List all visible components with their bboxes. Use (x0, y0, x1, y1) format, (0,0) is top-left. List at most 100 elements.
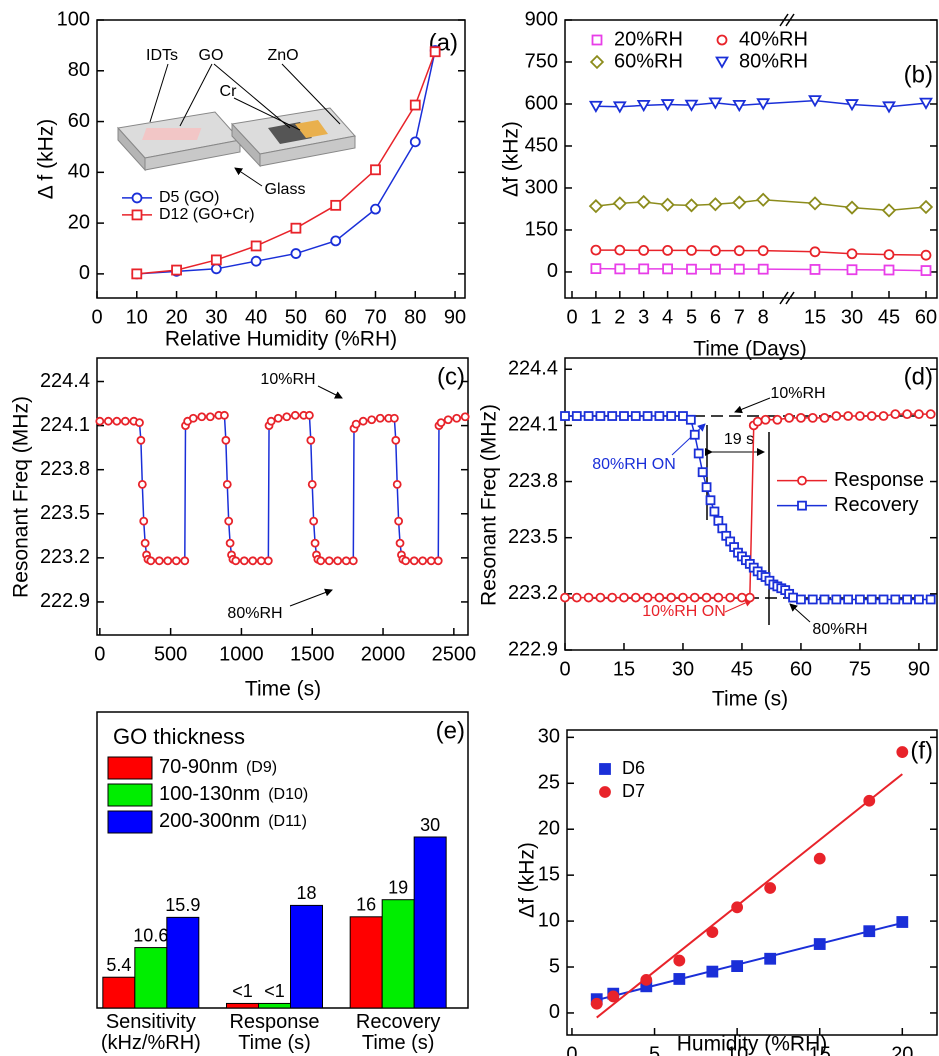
marker (903, 410, 911, 418)
marker (435, 557, 442, 564)
x-tick-label: 60 (915, 306, 937, 328)
x-tick-label: 1 (590, 306, 601, 328)
legend-name: 200-300nm (159, 810, 260, 832)
marker (738, 594, 746, 602)
marker (392, 437, 399, 444)
figure: (a) Δ f (kHz) Relative Humidity (%RH) ID… (0, 0, 939, 1056)
y-tick-label: 40 (68, 161, 90, 183)
legend-label: 40%RH (739, 28, 808, 50)
y-tick-label: 5 (549, 955, 560, 977)
marker (797, 414, 805, 422)
marker (789, 594, 797, 602)
legend-swatch (108, 811, 152, 833)
value-label: <1 (264, 981, 285, 1001)
marker (307, 437, 314, 444)
marker (703, 483, 711, 491)
x-tick-label: 15 (804, 306, 826, 328)
marker (133, 193, 142, 202)
marker (292, 412, 299, 419)
marker (632, 412, 640, 420)
marker (667, 594, 675, 602)
marker (212, 255, 221, 264)
marker (142, 540, 149, 547)
x-axis-title: Relative Humidity (%RH) (165, 328, 397, 351)
marker (732, 961, 742, 971)
x-tick-label: 0 (559, 658, 570, 680)
marker (691, 431, 699, 439)
marker (573, 594, 581, 602)
marker (608, 594, 616, 602)
marker (706, 496, 714, 504)
marker (136, 419, 143, 426)
y-tick-label: 300 (525, 176, 558, 198)
marker (620, 594, 628, 602)
marker (428, 557, 435, 564)
marker (172, 266, 181, 275)
value-label: 5.4 (106, 955, 131, 975)
x-tick-label: 60 (325, 306, 347, 328)
marker (331, 236, 340, 245)
x-tick-label: 2500 (432, 643, 477, 665)
marker (395, 518, 402, 525)
marker (655, 594, 663, 602)
marker (703, 594, 711, 602)
marker (561, 594, 569, 602)
marker (312, 540, 319, 547)
marker (411, 137, 420, 146)
marker (679, 412, 687, 420)
marker (252, 241, 261, 250)
marker (133, 210, 142, 219)
y-tick-label: 223.8 (508, 470, 558, 492)
legend-label: D12 (GO+Cr) (159, 206, 255, 223)
marker (848, 265, 857, 274)
x-tick-label: Sensitivity (kHz/%RH) (96, 1012, 206, 1054)
legend-device: (D11) (268, 813, 307, 830)
marker (762, 416, 770, 424)
y-tick-label: 223.5 (508, 526, 558, 548)
y-tick-label: 224.1 (508, 414, 558, 436)
marker (915, 595, 923, 603)
marker (711, 246, 720, 255)
marker (614, 198, 626, 210)
marker (699, 468, 707, 476)
marker (821, 595, 829, 603)
legend-label: 80%RH (739, 50, 808, 72)
marker (198, 413, 205, 420)
marker (224, 481, 231, 488)
marker (283, 413, 290, 420)
y-axis-title: Δ f (kHz) (35, 119, 58, 200)
x-tick-label: 90 (444, 306, 466, 328)
marker (707, 927, 717, 937)
marker (96, 418, 103, 425)
legend-label: D5 (GO) (159, 189, 219, 206)
marker (641, 975, 651, 985)
marker (600, 787, 610, 797)
marker (815, 939, 825, 949)
marker (687, 416, 695, 424)
marker (591, 246, 600, 255)
marker (402, 557, 409, 564)
marker (754, 418, 762, 426)
y-tick-label: 450 (525, 134, 558, 156)
marker (856, 412, 864, 420)
marker (343, 557, 350, 564)
marker (600, 764, 610, 774)
legend-swatch (108, 757, 152, 779)
panel-label: (f) (910, 737, 933, 764)
marker (663, 246, 672, 255)
y-tick-label: 0 (547, 260, 558, 282)
x-tick-label: 7 (734, 306, 745, 328)
legend-label: 100-130nm(D10) (159, 783, 308, 805)
value-label: <1 (232, 981, 253, 1001)
marker (462, 413, 469, 420)
marker (710, 507, 718, 515)
x-tick-label: 3 (638, 306, 649, 328)
x-tick-label: Recovery Time (s) (343, 1012, 453, 1054)
marker (880, 412, 888, 420)
marker (190, 415, 197, 422)
marker (585, 594, 593, 602)
x-tick-label: 75 (849, 658, 871, 680)
value-label: 10.6 (133, 925, 168, 945)
marker (353, 421, 360, 428)
value-label: 16 (356, 895, 376, 915)
